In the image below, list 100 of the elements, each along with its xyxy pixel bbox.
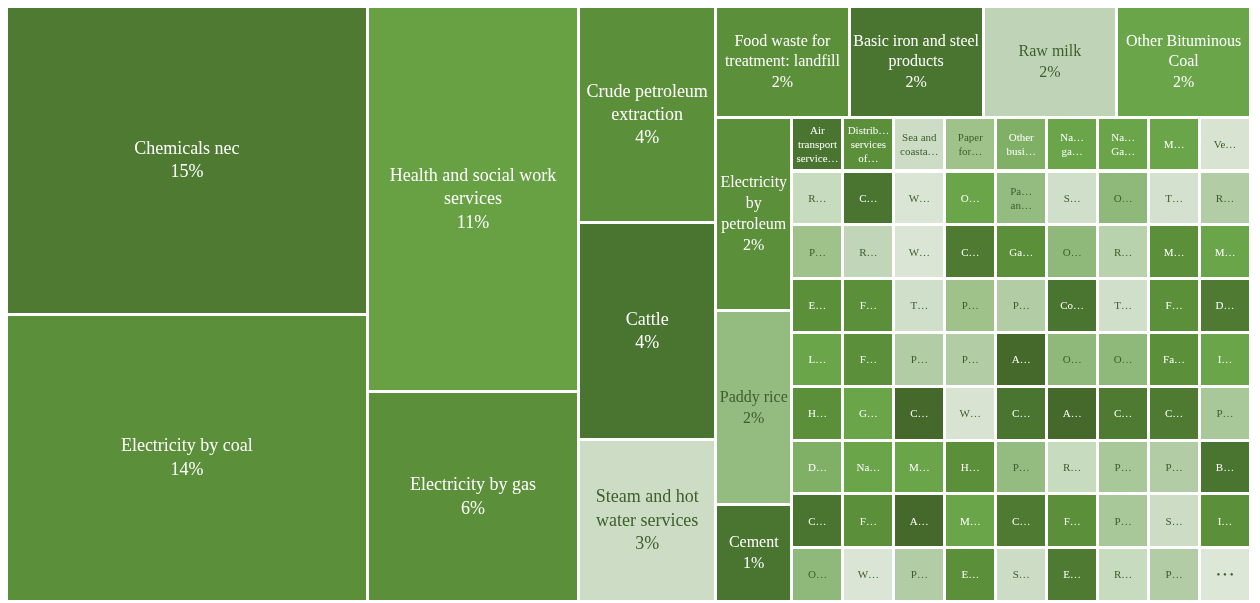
category-label: Na… Ga… [1110, 129, 1137, 159]
category-label: Cement [728, 532, 779, 553]
category-label: Electricity by coal [120, 434, 253, 458]
data-label: 2% [1172, 72, 1195, 93]
category-label: Food waste for treatment: landfill [723, 30, 841, 72]
data-label: 2% [1039, 61, 1061, 82]
category-label: C… [961, 244, 980, 259]
category-label: R… [1063, 459, 1082, 475]
category-label: Basic iron and steel products [852, 30, 980, 72]
category-label: Distrib… services of… [846, 122, 891, 166]
data-label: 11% [456, 210, 490, 234]
category-label: Cattle [625, 307, 669, 331]
category-label: Co… [1060, 298, 1085, 313]
category-label: P… [1216, 406, 1234, 421]
category-label: Fa… [1163, 352, 1186, 367]
category-label: F… [859, 352, 877, 367]
category-label: F… [1063, 513, 1081, 528]
category-label: Paddy rice [719, 386, 788, 408]
category-label: S… [1165, 513, 1183, 528]
category-label: A… [1062, 406, 1082, 421]
data-label: 2% [905, 72, 927, 93]
data-label: 2% [743, 407, 765, 428]
category-label: R… [1215, 190, 1235, 206]
category-label: A… [909, 513, 929, 528]
category-label: R… [1113, 244, 1133, 259]
category-label: C… [1113, 406, 1133, 421]
category-label: H… [807, 406, 827, 421]
data-label: 15% [170, 160, 204, 184]
category-label: P… [910, 352, 928, 367]
data-label: 4% [635, 331, 660, 355]
category-label: G… [858, 406, 878, 421]
category-label: Raw milk [1018, 41, 1082, 62]
category-label: O… [1113, 190, 1133, 206]
category-label: Health and social work services [388, 163, 558, 211]
category-label: S… [1063, 190, 1081, 206]
category-label: W… [908, 244, 931, 259]
category-label: Ga… [1009, 244, 1034, 259]
category-label: P… [961, 298, 979, 313]
category-label: F… [1165, 298, 1183, 313]
category-label: Chemicals nec [134, 137, 240, 160]
category-label: F… [859, 298, 877, 313]
category-label: D… [807, 459, 827, 475]
data-label: 4% [635, 126, 660, 150]
data-label: 14% [170, 457, 204, 481]
category-label: P… [1165, 459, 1183, 475]
category-label: I… [1217, 513, 1233, 528]
category-label: M… [908, 459, 930, 475]
category-label: B… [1215, 459, 1235, 475]
category-label: P… [1114, 513, 1132, 528]
data-label: 1% [743, 553, 765, 574]
data-label: 3% [635, 532, 660, 556]
category-label: M… [1214, 244, 1236, 259]
category-label: Crude petroleum extraction [585, 79, 709, 126]
category-label: W… [908, 190, 931, 206]
data-label: 6% [460, 496, 485, 520]
category-label: O… [1062, 352, 1082, 367]
category-label: W… [959, 406, 981, 421]
category-label: C… [1012, 513, 1031, 528]
category-label: E… [961, 567, 980, 582]
category-label: Air transport service… [795, 122, 840, 166]
category-label: T… [1165, 190, 1183, 206]
category-label: D… [1215, 298, 1235, 313]
category-label: P… [1012, 459, 1030, 475]
category-label: C… [910, 406, 929, 421]
category-label: Na… ga… [1059, 129, 1086, 159]
category-label: Other Bituminous Coal [1125, 30, 1243, 72]
category-label: Electricity by petroleum [719, 172, 789, 235]
category-label: Pa… an… [1009, 183, 1034, 213]
category-label: O… [960, 190, 980, 206]
category-label: E… [808, 298, 827, 313]
data-label: 2% [771, 72, 794, 93]
category-label: C… [808, 513, 827, 528]
category-label: O… [1113, 352, 1133, 367]
category-label: P… [1114, 459, 1132, 475]
category-label: R… [859, 244, 878, 259]
category-label: M… [959, 513, 981, 528]
category-label: L… [808, 352, 827, 367]
category-label: P… [1165, 567, 1183, 582]
category-label: C… [1012, 406, 1031, 421]
category-label: Ve… [1213, 136, 1237, 152]
category-label: H… [960, 459, 980, 475]
category-label: W… [857, 567, 880, 582]
category-label: Paper for… [956, 129, 984, 159]
category-label: R… [808, 190, 827, 206]
category-label: C… [859, 190, 878, 206]
category-label: P… [1012, 298, 1030, 313]
category-label: P… [961, 352, 979, 367]
category-label: I… [1217, 352, 1233, 367]
category-label: E… [1063, 567, 1082, 582]
category-label: M… [1163, 136, 1185, 152]
category-label: C… [1164, 406, 1184, 421]
category-label: P… [910, 567, 928, 582]
category-label: T… [910, 298, 929, 313]
category-label: O… [807, 567, 827, 582]
category-label: F… [859, 513, 877, 528]
category-label: Electricity by gas [410, 473, 536, 497]
category-label: P… [808, 244, 827, 259]
category-label: • • • [1216, 567, 1234, 582]
category-label: Steam and hot water services [594, 485, 700, 532]
category-label: R… [1113, 567, 1133, 582]
